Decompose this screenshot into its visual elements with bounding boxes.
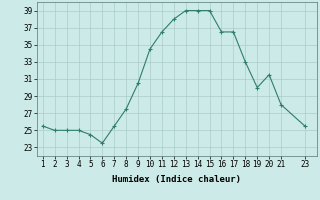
X-axis label: Humidex (Indice chaleur): Humidex (Indice chaleur) [112,175,241,184]
